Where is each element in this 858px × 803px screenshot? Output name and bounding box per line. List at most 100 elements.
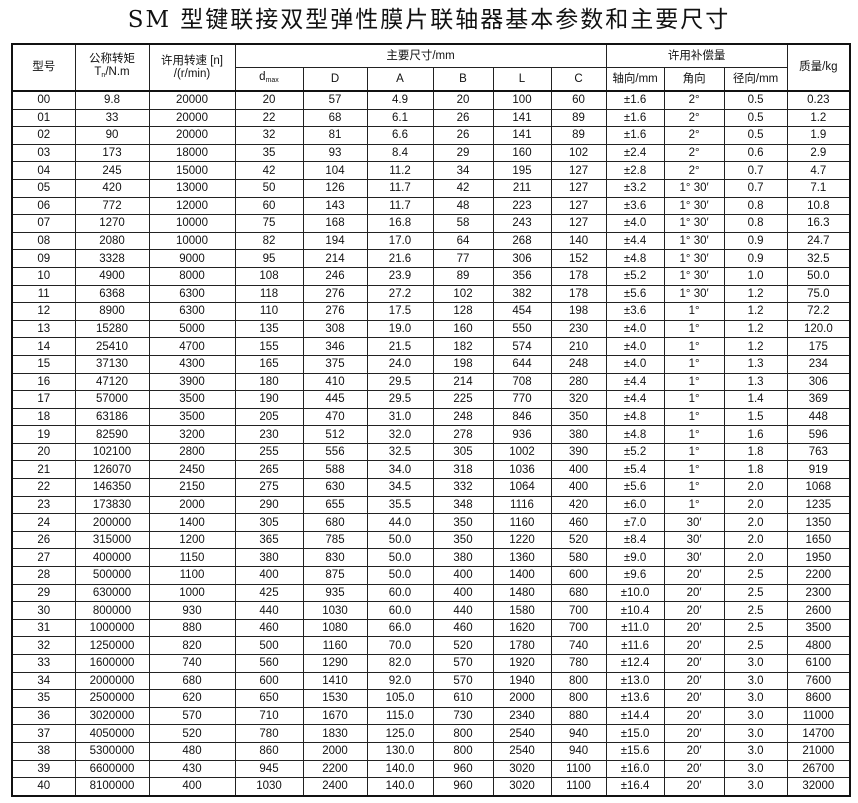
table-row: 10 4900 8000 108 246 23.9 89 356 178 ±5.2 1° 30′ 1.… xyxy=(11,266,851,286)
cell-torque: 6600000 xyxy=(74,759,150,779)
table-row: 06 772 12000 60 143 11.7 48 223 127 ±3.6 1° 30′ 0.8… xyxy=(11,196,851,216)
cell-B: 248 xyxy=(432,407,494,427)
cell-model: 04 xyxy=(11,161,76,180)
cell-dmax: 82 xyxy=(234,231,304,251)
cell-mass: 2600 xyxy=(786,601,851,620)
cell-B: 160 xyxy=(432,319,494,339)
table-row: 24 200000 1400 305 680 44.0 350 1160 460 ±7.0 30′ 2… xyxy=(11,513,851,532)
cell-A: 60.0 xyxy=(366,601,434,620)
cell-mass: 24.7 xyxy=(786,231,851,251)
table-body: 00 9.8 20000 20 57 4.9 20 100 60 ±1.6 2° 0.5 0.23 01 3… xyxy=(11,90,851,797)
header-speed: 许用转速 [n] /(r/min) xyxy=(148,43,236,92)
cell-radial: 0.5 xyxy=(723,90,788,110)
cell-axial: ±3.6 xyxy=(605,302,665,321)
cell-B: 182 xyxy=(432,337,494,356)
cell-radial: 0.5 xyxy=(723,108,788,128)
cell-B: 400 xyxy=(432,566,494,585)
cell-D: 1080 xyxy=(302,618,368,638)
cell-torque: 315000 xyxy=(74,530,150,550)
cell-D: 276 xyxy=(302,302,368,321)
cell-A: 115.0 xyxy=(366,706,434,726)
cell-C: 102 xyxy=(550,143,607,163)
cell-axial: ±1.6 xyxy=(605,126,665,145)
cell-torque: 200000 xyxy=(74,513,150,532)
cell-D: 143 xyxy=(302,196,368,216)
cell-axial: ±2.4 xyxy=(605,143,665,163)
cell-B: 318 xyxy=(432,460,494,480)
cell-axial: ±14.4 xyxy=(605,706,665,726)
cell-dmax: 42 xyxy=(234,161,304,180)
cell-radial: 1.2 xyxy=(723,302,788,321)
cell-B: 20 xyxy=(432,90,494,110)
cell-dmax: 1030 xyxy=(234,777,304,797)
cell-radial: 3.0 xyxy=(723,689,788,708)
cell-L: 268 xyxy=(492,231,552,251)
torque-symbol: T xyxy=(94,66,102,78)
cell-angular: 2° xyxy=(663,90,725,110)
cell-mass: 448 xyxy=(786,407,851,427)
dmax-symbol: d xyxy=(259,71,266,83)
cell-torque: 25410 xyxy=(74,337,150,356)
cell-model: 06 xyxy=(11,196,76,216)
cell-axial: ±4.4 xyxy=(605,231,665,251)
cell-angular: 20′ xyxy=(663,601,725,620)
cell-B: 225 xyxy=(432,390,494,409)
cell-mass: 21000 xyxy=(786,741,851,761)
cell-L: 770 xyxy=(492,390,552,409)
cell-C: 127 xyxy=(550,196,607,216)
cell-radial: 2.0 xyxy=(723,495,788,515)
cell-A: 6.6 xyxy=(366,126,434,145)
cell-torque: 3328 xyxy=(74,249,150,268)
cell-A: 29.5 xyxy=(366,390,434,409)
cell-D: 470 xyxy=(302,407,368,427)
torque-subscript: n xyxy=(101,72,106,79)
cell-C: 89 xyxy=(550,126,607,145)
cell-L: 3020 xyxy=(492,777,552,797)
cell-radial: 1.0 xyxy=(723,266,788,286)
cell-A: 50.0 xyxy=(366,530,434,550)
cell-axial: ±5.4 xyxy=(605,460,665,480)
cell-axial: ±13.6 xyxy=(605,689,665,708)
cell-speed: 20000 xyxy=(148,126,236,145)
cell-radial: 2.0 xyxy=(723,530,788,550)
cell-radial: 3.0 xyxy=(723,724,788,743)
cell-C: 420 xyxy=(550,495,607,515)
cell-L: 2540 xyxy=(492,724,552,743)
cell-torque: 4050000 xyxy=(74,724,150,743)
cell-D: 1670 xyxy=(302,706,368,726)
cell-D: 2400 xyxy=(302,777,368,797)
cell-radial: 3.0 xyxy=(723,654,788,673)
cell-L: 1920 xyxy=(492,654,552,673)
cell-B: 460 xyxy=(432,618,494,638)
cell-model: 28 xyxy=(11,566,76,585)
cell-L: 3020 xyxy=(492,759,552,779)
parameters-table: 型号 公称转矩 Tn/N.m 许用转速 [n] /(r/min) 主要尺寸/mm… xyxy=(11,43,852,797)
cell-L: 2000 xyxy=(492,689,552,708)
table-row: 39 6600000 430 945 2200 140.0 960 3020 1100 ±16.0… xyxy=(11,759,851,779)
table-row: 14 25410 4700 155 346 21.5 182 574 210 ±4.0 1° 1.2 1… xyxy=(11,337,851,356)
cell-mass: 26700 xyxy=(786,759,851,779)
cell-B: 26 xyxy=(432,126,494,145)
cell-dmax: 945 xyxy=(234,759,304,779)
cell-B: 26 xyxy=(432,108,494,128)
cell-D: 588 xyxy=(302,460,368,480)
table-row: 01 33 20000 22 68 6.1 26 141 89 ±1.6 2° 0.5 1.2 xyxy=(11,108,851,128)
table-row: 34 2000000 680 600 1410 92.0 570 1940 800 ±13.0 20… xyxy=(11,671,851,691)
cell-radial: 3.0 xyxy=(723,759,788,779)
cell-mass: 919 xyxy=(786,460,851,480)
cell-angular: 1° xyxy=(663,495,725,515)
cell-model: 37 xyxy=(11,724,76,743)
cell-A: 29.5 xyxy=(366,372,434,392)
cell-model: 20 xyxy=(11,442,76,462)
cell-radial: 3.0 xyxy=(723,706,788,726)
cell-D: 1030 xyxy=(302,601,368,620)
cell-dmax: 305 xyxy=(234,513,304,532)
table-row: 36 3020000 570 710 1670 115.0 730 2340 880 ±14.4 2… xyxy=(11,706,851,726)
cell-dmax: 440 xyxy=(234,601,304,620)
cell-axial: ±6.0 xyxy=(605,495,665,515)
cell-axial: ±4.4 xyxy=(605,390,665,409)
cell-mass: 7600 xyxy=(786,671,851,691)
cell-L: 644 xyxy=(492,354,552,374)
cell-D: 194 xyxy=(302,231,368,251)
cell-B: 77 xyxy=(432,249,494,268)
